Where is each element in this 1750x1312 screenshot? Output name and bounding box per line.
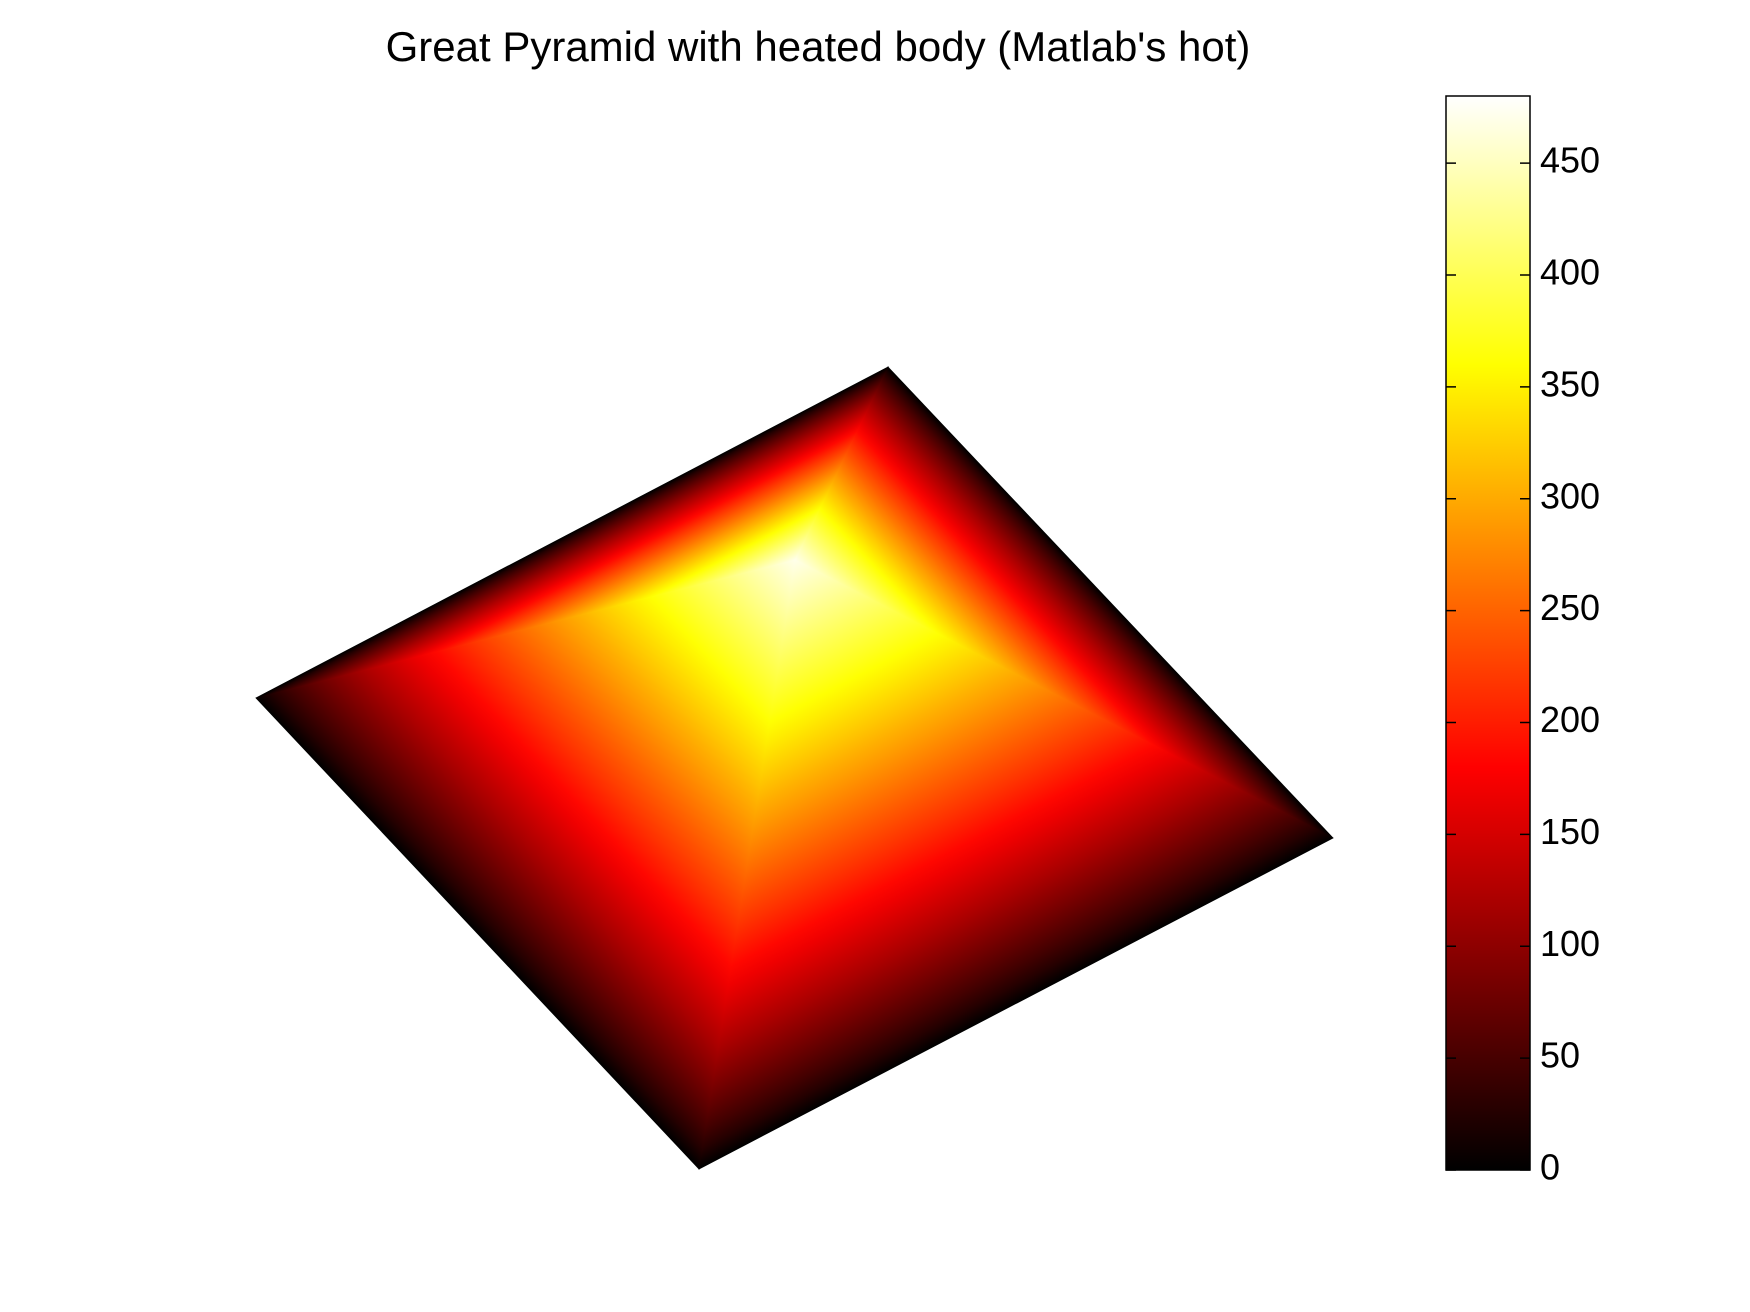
chart-title: Great Pyramid with heated body (Matlab's… [386, 23, 1251, 70]
colorbar-tick-label: 350 [1540, 363, 1600, 404]
colorbar-tick-label: 0 [1540, 1147, 1560, 1188]
colorbar-tick-label: 150 [1540, 811, 1600, 852]
colorbar-tick-label: 400 [1540, 252, 1600, 293]
colorbar-tick-label: 250 [1540, 587, 1600, 628]
colorbar-tick-label: 50 [1540, 1035, 1580, 1076]
colorbar [1445, 95, 1531, 1171]
colorbar-tick-label: 300 [1540, 475, 1600, 516]
pyramid-face [255, 366, 889, 699]
colorbar-tick-label: 100 [1540, 923, 1600, 964]
colorbar-tick-label: 200 [1540, 699, 1600, 740]
colorbar-tick-label: 450 [1540, 140, 1600, 181]
